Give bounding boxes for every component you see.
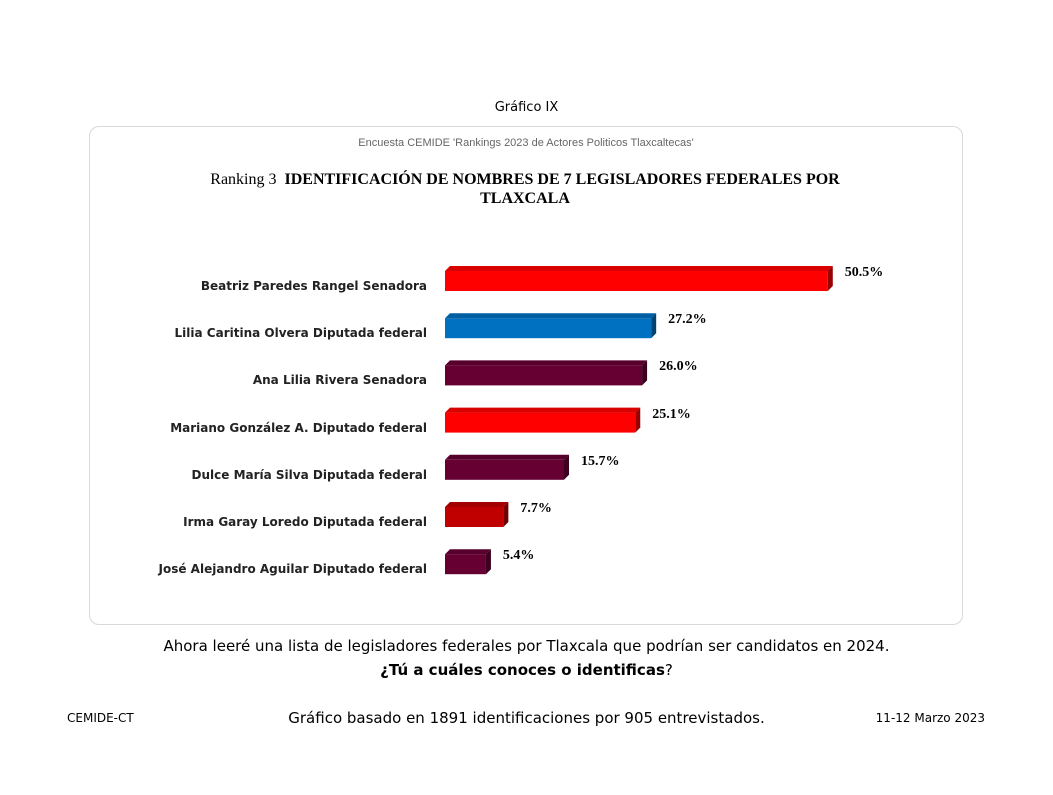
bar-side: [642, 360, 648, 386]
title-prefix: Ranking 3: [210, 171, 277, 188]
category-label: Lilia Caritina Olvera Diputada federal: [174, 326, 427, 341]
category-label: José Alejandro Aguilar Diputado federal: [158, 562, 428, 577]
bar-front: [445, 318, 652, 339]
data-label: 7.7%: [520, 501, 552, 516]
bar-front: [445, 459, 565, 480]
data-label: 26.0%: [659, 359, 698, 375]
question-line-2: ¿Tú a cuáles conoces o identificas?: [0, 661, 1053, 679]
footer-note: Gráfico basado en 1891 identificaciones …: [288, 709, 765, 727]
bar-top: [445, 454, 570, 460]
chart-frame: [89, 126, 963, 625]
bar-top: [445, 549, 491, 555]
bar: [445, 313, 657, 339]
bar: [445, 407, 641, 433]
figure-label: Gráfico IX: [494, 100, 559, 115]
question-end: ?: [664, 661, 673, 679]
question-line-1: Ahora leeré una lista de legisladores fe…: [163, 637, 890, 655]
bar-front: [445, 507, 504, 527]
bar-side: [485, 549, 491, 575]
bar: [445, 502, 509, 527]
data-label: 15.7%: [581, 453, 620, 469]
category-label: Ana Lilia Rivera Senadora: [252, 373, 427, 388]
question-bold: ¿Tú a cuáles conoces o identificas: [380, 661, 665, 679]
data-label: 50.5%: [844, 265, 884, 280]
bar: [445, 360, 648, 386]
chart-subtitle: Encuesta CEMIDE 'Rankings 2023 de Actore…: [358, 137, 694, 149]
category-label: Irma Garay Loredo Diputada federal: [183, 515, 427, 529]
bar-side: [651, 313, 657, 339]
footer-date: 11-12 Marzo 2023: [875, 711, 985, 725]
bar-top: [445, 266, 833, 271]
category-label: Mariano González A. Diputado federal: [170, 420, 427, 435]
bar-side: [827, 266, 833, 291]
footer-source: CEMIDE-CT: [67, 711, 134, 725]
bar: [445, 266, 833, 291]
data-label: 27.2%: [668, 312, 707, 328]
bar-front: [445, 365, 643, 386]
bar-top: [445, 502, 509, 507]
bar-side: [503, 502, 509, 527]
bar-top: [445, 407, 641, 413]
bar-front: [445, 554, 486, 575]
bar-side: [635, 407, 641, 433]
category-label: Beatriz Paredes Rangel Senadora: [200, 279, 427, 293]
chart-title: Ranking 3 IDENTIFICACIÓN DE NOMBRES DE 7…: [200, 170, 850, 208]
bar-front: [445, 271, 828, 291]
data-label: 5.4%: [502, 548, 535, 564]
title-text: IDENTIFICACIÓN DE NOMBRES DE 7 LEGISLADO…: [284, 171, 840, 207]
category-label: Dulce María Silva Diputada federal: [191, 467, 427, 482]
bar: [445, 454, 570, 480]
data-label: 25.1%: [652, 406, 691, 422]
bar: [445, 549, 491, 575]
bar-front: [445, 412, 636, 433]
bar-top: [445, 313, 657, 319]
bar-top: [445, 360, 648, 366]
bar-side: [564, 454, 570, 480]
